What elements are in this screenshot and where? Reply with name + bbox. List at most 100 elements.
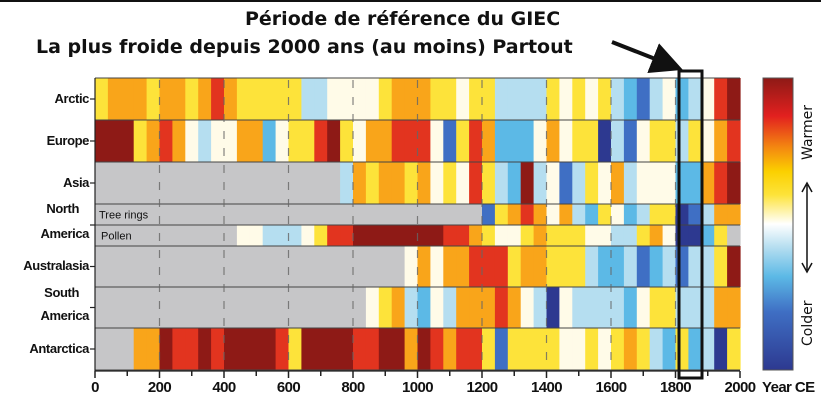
heatmap-cell [623, 78, 638, 120]
heatmap-cell [546, 162, 560, 204]
heatmap-cell [262, 162, 277, 204]
heatmap-cell [301, 225, 315, 246]
heatmap-cell [417, 246, 431, 287]
heatmap-cell [430, 328, 444, 370]
heatmap-cell [417, 204, 431, 225]
heatmap-cell [236, 246, 251, 287]
heatmap-cell [365, 225, 380, 246]
heatmap-cell [533, 246, 548, 287]
heatmap-cell [288, 328, 302, 370]
heatmap-cell [249, 287, 264, 328]
heatmap-cell [662, 78, 677, 120]
heatmap-cell [559, 328, 573, 370]
heatmap-cell [327, 78, 341, 120]
heatmap-cell [727, 204, 741, 225]
heatmap-cell [649, 204, 664, 225]
heatmap-cell [572, 162, 586, 204]
heatmap-cell [185, 328, 199, 370]
row-label: South [44, 285, 79, 300]
heatmap-cell [533, 225, 548, 246]
heatmap-cell [236, 120, 251, 162]
heatmap-cell [662, 204, 677, 225]
heatmap-cell [198, 225, 212, 246]
x-tick-label: 200 [148, 379, 171, 396]
heatmap-cell [417, 162, 431, 204]
heatmap-cell [443, 120, 457, 162]
heatmap-cell [249, 162, 264, 204]
heatmap-cell [185, 287, 199, 328]
heatmap-cell [95, 162, 109, 204]
heatmap-cell [649, 225, 664, 246]
heatmap-cell [159, 225, 173, 246]
heatmap-cell [378, 120, 393, 162]
heatmap-cell [198, 246, 212, 287]
heatmap-cell [585, 120, 599, 162]
heatmap-cell [301, 120, 315, 162]
heatmap-cell [107, 225, 122, 246]
heatmap-cell [520, 204, 535, 225]
heatmap-cell [520, 328, 535, 370]
heatmap-cell [611, 204, 625, 225]
heatmap-cell [662, 328, 677, 370]
heatmap-cell [494, 287, 509, 328]
x-tick-label: 1600 [596, 379, 627, 396]
heatmap-cell [314, 78, 328, 120]
colorbar-warmer-label: Warmer [800, 105, 816, 160]
heatmap-cell [378, 246, 393, 287]
heatmap-cell [546, 287, 560, 328]
heatmap-cell [727, 225, 741, 246]
heatmap-cell [623, 287, 638, 328]
heatmap-cell [559, 287, 573, 328]
heatmap-cell [507, 120, 522, 162]
heatmap-cell [224, 78, 238, 120]
heatmap-cell [224, 204, 238, 225]
heatmap-cell [262, 328, 277, 370]
heatmap-cell [288, 162, 302, 204]
heatmap-cell [507, 328, 522, 370]
heatmap-cell [95, 204, 109, 225]
heatmap-cell [714, 162, 728, 204]
heatmap-cell [533, 78, 548, 120]
heatmap-cell [198, 120, 212, 162]
heatmap-cell [469, 246, 483, 287]
heatmap-cell [598, 204, 612, 225]
heatmap-cell [714, 246, 728, 287]
heatmap-cell [314, 287, 328, 328]
heatmap-cell [340, 287, 354, 328]
heatmap-cell [327, 225, 341, 246]
heatmap-cell [340, 120, 354, 162]
heatmap-cell [159, 204, 173, 225]
heatmap-cell [391, 225, 406, 246]
heatmap-cell [469, 204, 483, 225]
heatmap-cell [559, 78, 573, 120]
heatmap-cell [469, 328, 483, 370]
heatmap-cell [224, 225, 238, 246]
heatmap-cell [211, 246, 225, 287]
heatmap-cell [520, 78, 535, 120]
heatmap-cell [340, 246, 354, 287]
heatmap-cell [727, 246, 741, 287]
row-label: America [40, 308, 90, 323]
heatmap-cell [649, 287, 664, 328]
heatmap-cell [391, 204, 406, 225]
row-label: Antarctica [29, 341, 90, 356]
heatmap-cell [417, 120, 431, 162]
heatmap-cell [172, 246, 186, 287]
heatmap-cell [249, 246, 264, 287]
heatmap-cell [301, 78, 315, 120]
heatmap-cell [211, 328, 225, 370]
heatmap-cell [585, 246, 599, 287]
heatmap-cell [507, 162, 522, 204]
heatmap-cell [494, 328, 509, 370]
heatmap-cell [572, 225, 586, 246]
heatmap-cell [185, 120, 199, 162]
heatmap-cell [649, 162, 664, 204]
row-sublabel: Tree rings [99, 210, 149, 222]
heatmap-cell [662, 287, 677, 328]
row-label: Australasia [23, 258, 90, 273]
heatmap-cell [327, 120, 341, 162]
heatmap-cell [559, 225, 573, 246]
heatmap-cell [340, 78, 354, 120]
heatmap-cell [120, 120, 135, 162]
